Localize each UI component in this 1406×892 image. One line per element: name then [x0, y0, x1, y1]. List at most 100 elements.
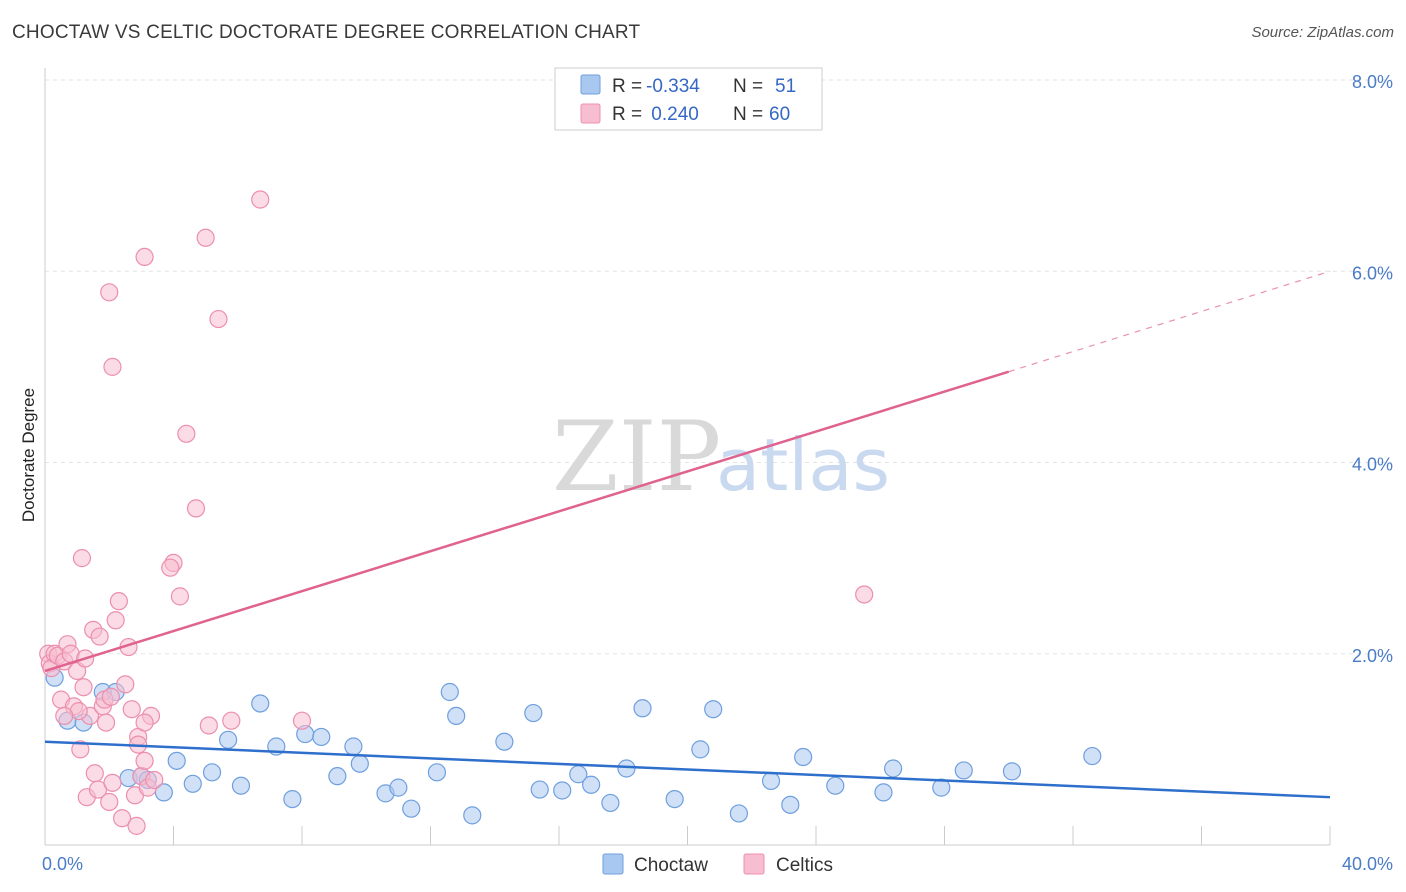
celtics-series-label: Celtics: [776, 855, 833, 876]
choctaw-point-16: [283, 789, 302, 809]
x-tick-labels: 0.0% 40.0%: [42, 854, 1393, 874]
celtics-point-24: [101, 687, 120, 706]
grid-lines: [45, 79, 1392, 655]
choctaw-point-40: [704, 700, 723, 719]
choctaw-point-29: [495, 732, 514, 751]
celtics-point-31: [122, 700, 141, 719]
celtics-point-46: [186, 499, 206, 518]
choctaw-point-36: [617, 759, 636, 778]
celtics-n-value: 60: [769, 104, 790, 125]
celtics-point-28: [112, 809, 132, 828]
x-tick-label-0: 0.0%: [42, 854, 83, 874]
choctaw-point-48: [932, 778, 951, 797]
watermark: ZIP atlas: [552, 401, 890, 513]
choctaw-point-42: [761, 771, 781, 791]
celtics-point-11: [71, 740, 90, 759]
celtics-point-22: [96, 713, 116, 732]
celtics-r-label: R =: [612, 104, 642, 125]
celtics-point-59: [72, 549, 92, 568]
choctaw-point-43: [781, 795, 800, 814]
celtics-point-33: [127, 816, 146, 835]
celtics-point-58: [55, 706, 74, 726]
celtics-series-swatch: [743, 853, 765, 875]
celtics-point-12: [74, 678, 93, 697]
celtics-point-55: [292, 711, 312, 730]
choctaw-series-label: Choctaw: [634, 855, 708, 876]
choctaw-point-23: [389, 778, 408, 797]
y-tick-label-2: 6.0%: [1352, 263, 1393, 283]
choctaw-point-44: [794, 747, 813, 767]
trend-lines: [44, 270, 1331, 799]
choctaw-point-10: [183, 774, 202, 793]
choctaw-point-34: [582, 775, 601, 794]
choctaw-point-31: [530, 780, 549, 799]
choctaw-trend-line: [44, 740, 1331, 799]
celtics-point-27: [109, 592, 128, 611]
choctaw-point-41: [729, 804, 749, 823]
choctaw-point-51: [1083, 746, 1102, 766]
celtics-point-43: [103, 357, 122, 376]
chart-title: CHOCTAW VS CELTIC DOCTORATE DEGREE CORRE…: [12, 22, 641, 43]
choctaw-point-11: [202, 763, 222, 782]
source-label: Source: ZipAtlas.com: [1251, 24, 1394, 41]
choctaw-point-18: [312, 727, 331, 747]
celtics-point-44: [135, 247, 154, 267]
watermark-zip-text: ZIP: [552, 401, 721, 513]
celtics-r-value: 0.240: [646, 104, 699, 125]
axes: [44, 68, 1331, 846]
celtics-trend-line: [44, 370, 1010, 673]
celtics-point-48: [209, 309, 228, 329]
celtics-point-41: [135, 713, 154, 732]
data-points: [39, 190, 1102, 835]
choctaw-point-46: [874, 783, 893, 802]
y-tick-label-3: 8.0%: [1352, 72, 1393, 92]
celtics-point-56: [855, 585, 874, 604]
choctaw-n-label: N =: [733, 76, 763, 97]
choctaw-point-50: [1002, 762, 1022, 781]
choctaw-point-26: [440, 682, 459, 702]
choctaw-point-21: [350, 754, 369, 773]
choctaw-n-value: 51: [775, 76, 796, 97]
celtics-point-49: [251, 190, 270, 209]
choctaw-legend-swatch: [580, 74, 601, 95]
choctaw-point-25: [427, 763, 447, 782]
y-axis-title: Doctorate Degree: [19, 388, 38, 522]
choctaw-point-32: [553, 781, 572, 800]
choctaw-point-45: [826, 776, 845, 795]
celtics-point-51: [170, 587, 190, 606]
celtics-point-36: [135, 751, 154, 770]
y-tick-label-1: 4.0%: [1352, 455, 1393, 475]
choctaw-r-label: R =: [612, 76, 642, 97]
celtics-point-23: [100, 792, 119, 812]
celtics-point-25: [103, 773, 122, 792]
choctaw-point-19: [328, 767, 347, 786]
choctaw-point-35: [601, 793, 620, 813]
celtics-point-45: [177, 424, 196, 443]
celtics-point-54: [222, 711, 241, 730]
choctaw-point-13: [231, 776, 251, 795]
choctaw-point-39: [691, 740, 710, 759]
choctaw-point-28: [463, 806, 482, 825]
celtics-point-47: [196, 228, 215, 247]
celtics-point-42: [100, 283, 119, 302]
y-tick-label-0: 2.0%: [1352, 646, 1393, 666]
choctaw-point-24: [402, 799, 421, 818]
series-legend: Choctaw Celtics: [602, 853, 833, 876]
choctaw-point-27: [447, 706, 466, 726]
choctaw-point-12: [219, 730, 238, 749]
choctaw-point-47: [883, 759, 903, 778]
celtics-n-label: N =: [733, 104, 763, 125]
celtics-point-53: [199, 716, 218, 735]
choctaw-point-38: [665, 789, 684, 809]
celtics-trend-extension: [1008, 270, 1331, 373]
watermark-atlas-text: atlas: [716, 423, 890, 507]
choctaw-point-30: [524, 703, 543, 723]
celtics-point-19: [90, 627, 109, 646]
choctaw-point-14: [251, 694, 270, 713]
celtics-point-17: [85, 764, 104, 783]
celtics-point-52: [161, 558, 180, 577]
choctaw-point-49: [954, 761, 973, 780]
y-tick-labels: 2.0% 4.0% 6.0% 8.0%: [1352, 72, 1393, 666]
choctaw-series-swatch: [602, 853, 624, 875]
